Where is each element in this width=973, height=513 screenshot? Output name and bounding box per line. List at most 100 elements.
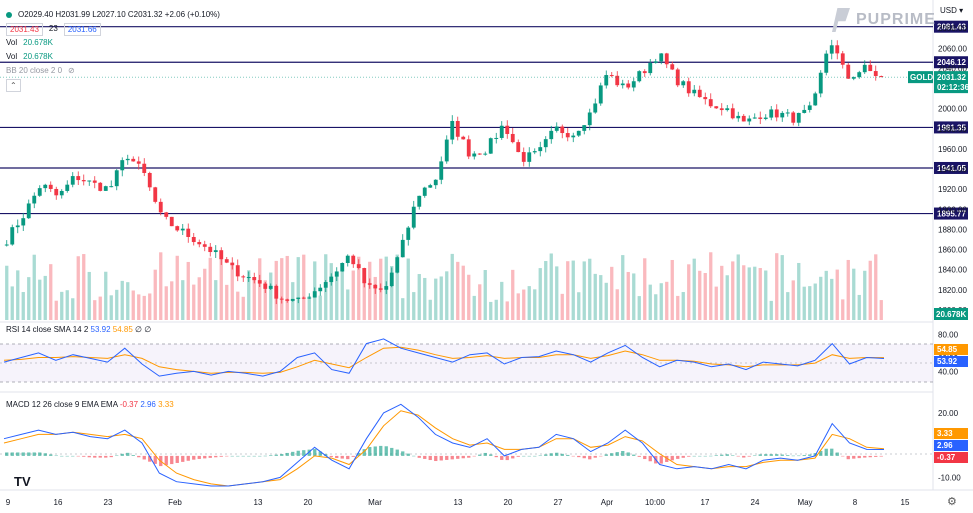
candle-body (532, 151, 537, 153)
volume-bar (725, 275, 729, 320)
macd-histogram-bar (38, 452, 42, 456)
candle-body (763, 117, 768, 119)
level-tag (934, 20, 968, 33)
macd-histogram-bar (483, 452, 487, 456)
candle-body (362, 268, 367, 284)
macd-histogram-bar (285, 452, 289, 456)
candle-body (279, 298, 284, 300)
candle-body (230, 262, 235, 266)
candle-body (857, 72, 862, 78)
macd-histogram-bar (753, 455, 757, 456)
macd-histogram-bar (43, 453, 47, 456)
candle-body (10, 227, 15, 245)
macd-histogram-bar (335, 455, 339, 459)
volume-bar (626, 271, 630, 320)
candle-body (76, 176, 81, 181)
macd-histogram-bar (764, 454, 768, 456)
volume-bar (775, 253, 779, 320)
candle-body (818, 72, 823, 94)
price-tick-label: 1840.00 (938, 266, 967, 275)
level-tag (934, 161, 968, 174)
candle-body (54, 188, 59, 196)
volume-bar (38, 279, 42, 320)
candle-body (147, 172, 152, 188)
brand-logo: PUPRIME (832, 8, 936, 32)
macd-histogram-bar (181, 455, 185, 462)
macd-histogram-bar (109, 455, 113, 458)
macd-histogram-bar (830, 448, 834, 456)
candle-body (637, 71, 642, 82)
candle-body (576, 130, 581, 136)
collapse-icon[interactable]: ⌃ (6, 78, 21, 92)
candle-body (373, 284, 378, 289)
macd-histogram-bar (142, 455, 146, 460)
macd-histogram-bar (593, 455, 597, 458)
macd-histogram-bar (225, 455, 229, 457)
volume-bar (10, 286, 14, 320)
macd-histogram-bar (170, 455, 174, 465)
macd-line (3, 403, 885, 487)
volume-bar (720, 265, 724, 320)
candle-body (598, 85, 603, 104)
settings-gear-icon[interactable]: ⚙ (947, 496, 957, 508)
ask-box[interactable]: 2031.66 (63, 22, 101, 36)
macd-histogram-bar (269, 455, 273, 456)
bb-indicator-label[interactable]: BB 20 close 2 0 (6, 66, 63, 75)
candle-body (692, 89, 697, 94)
macd-histogram-bar (98, 455, 102, 458)
candle-body (670, 64, 675, 70)
candle-body (37, 188, 42, 196)
macd-histogram-bar (373, 446, 377, 456)
candle-body (164, 212, 169, 217)
volume-bar (131, 290, 135, 320)
volume-bar (500, 281, 504, 320)
volume-bar (170, 281, 174, 320)
macd-label[interactable]: MACD 12 26 close 9 EMA EMA (6, 400, 118, 409)
volume-bar (692, 258, 696, 320)
volume-bar (478, 284, 482, 320)
volume-bar (423, 277, 427, 320)
macd-histogram-bar (478, 454, 482, 456)
chart-legend: O2029.40 H2031.99 L2027.10 C2031.32 +2.0… (6, 8, 220, 92)
candle-body (48, 184, 53, 189)
hidden-eye-icon[interactable]: ⊘ (68, 66, 75, 75)
macd-histogram-bar (412, 455, 416, 457)
macd-signal-tag (934, 428, 968, 439)
macd-histogram-bar (203, 455, 207, 459)
macd-histogram-bar (82, 455, 86, 457)
candle-body (609, 75, 614, 77)
volume-bar (566, 261, 570, 320)
volume-bar (505, 301, 509, 320)
volume-bar (797, 262, 801, 320)
macd-tick-label: -10.00 (938, 473, 961, 482)
macd-histogram-bar (731, 455, 735, 456)
candle-body (213, 250, 218, 253)
candle-body (741, 115, 746, 122)
macd-histogram-bar (560, 453, 564, 456)
macd-histogram-bar (445, 455, 449, 460)
volume-bar (241, 296, 245, 320)
level-tag-label: 1895.77 (937, 210, 966, 219)
rsi-tick-label: 40.00 (938, 367, 959, 376)
macd-histogram-bar (186, 455, 190, 461)
level-tag-label: 1941.05 (937, 164, 966, 173)
bid-box[interactable]: 2031.43 (6, 22, 43, 36)
time-tick-label: 13 (254, 498, 263, 507)
volume-bar (65, 290, 69, 320)
candle-body (197, 242, 202, 245)
candle-body (92, 180, 97, 183)
candle-body (521, 152, 526, 162)
volume-bar (434, 278, 438, 320)
candle-body (813, 93, 818, 106)
rsi-label[interactable]: RSI 14 close SMA 14 2 (6, 325, 89, 334)
vol-label: Vol (6, 38, 18, 47)
volume-bar (571, 260, 575, 320)
macd-tag (934, 440, 968, 451)
candle-body (285, 299, 290, 301)
volume-bar (654, 294, 658, 320)
macd-histogram-bar (659, 455, 663, 464)
candle-body (862, 64, 867, 73)
currency-selector[interactable]: USD ▾ (940, 6, 964, 15)
